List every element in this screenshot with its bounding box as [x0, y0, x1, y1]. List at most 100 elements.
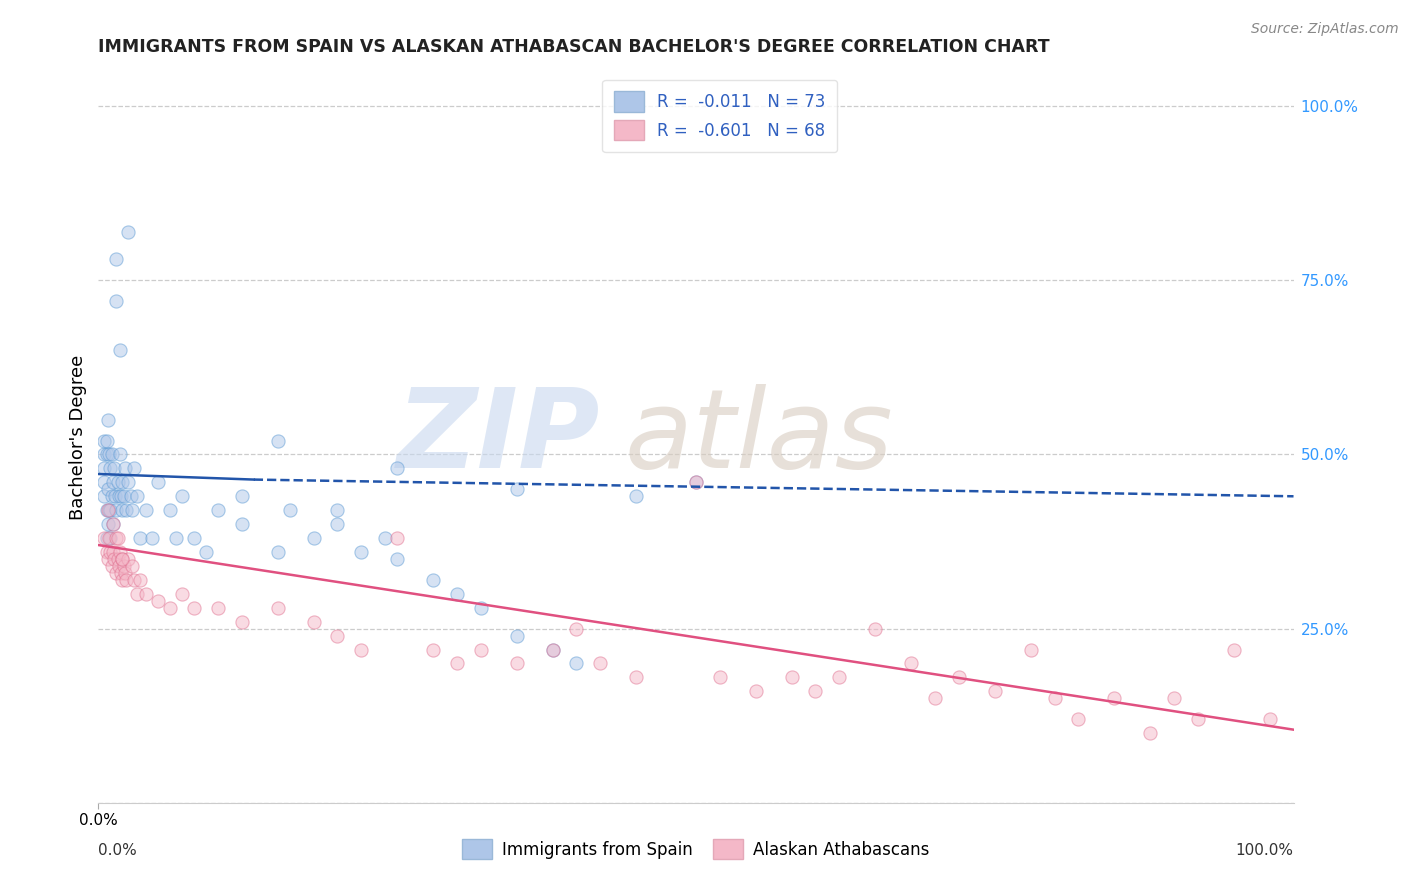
Point: [1187, 712, 1209, 726]
Point: [900, 657, 922, 671]
Point: [101, 517, 124, 532]
Point: [326, 629, 349, 643]
Point: [302, 615, 325, 629]
Point: [111, 573, 134, 587]
Point: [121, 503, 143, 517]
Point: [828, 670, 851, 684]
Point: [685, 475, 707, 490]
Point: [129, 573, 152, 587]
Point: [115, 573, 138, 587]
Point: [96, 545, 118, 559]
Point: [107, 531, 129, 545]
Point: [93, 475, 115, 490]
Point: [105, 503, 128, 517]
Point: [117, 552, 139, 566]
Point: [93, 461, 115, 475]
Point: [385, 552, 409, 566]
Point: [541, 642, 564, 657]
Point: [105, 566, 128, 580]
Point: [446, 587, 468, 601]
Point: [97, 503, 120, 517]
Point: [100, 558, 122, 573]
Point: [125, 489, 148, 503]
Point: [100, 448, 122, 462]
Point: [93, 434, 115, 448]
Point: [350, 545, 373, 559]
Point: [685, 475, 707, 490]
Point: [97, 517, 120, 532]
Point: [165, 531, 187, 545]
Point: [135, 587, 157, 601]
Point: [1223, 642, 1246, 657]
Point: [183, 531, 205, 545]
Point: [506, 483, 529, 497]
Point: [98, 448, 121, 462]
Point: [1139, 726, 1161, 740]
Point: [565, 657, 588, 671]
Point: [865, 622, 887, 636]
Point: [96, 503, 118, 517]
Text: 100.0%: 100.0%: [1236, 843, 1294, 858]
Point: [385, 531, 409, 545]
Point: [231, 615, 253, 629]
Point: [97, 552, 120, 566]
Point: [135, 503, 157, 517]
Point: [326, 517, 349, 532]
Point: [98, 531, 121, 545]
Point: [207, 600, 229, 615]
Point: [589, 657, 612, 671]
Point: [506, 657, 529, 671]
Point: [117, 475, 139, 490]
Text: 0.0%: 0.0%: [98, 843, 138, 858]
Point: [103, 461, 125, 475]
Text: Source: ZipAtlas.com: Source: ZipAtlas.com: [1251, 22, 1399, 37]
Point: [103, 552, 125, 566]
Point: [111, 503, 134, 517]
Point: [124, 461, 146, 475]
Point: [159, 503, 181, 517]
Point: [326, 503, 349, 517]
Point: [104, 489, 127, 503]
Point: [159, 600, 181, 615]
Point: [385, 461, 409, 475]
Point: [100, 489, 122, 503]
Point: [709, 670, 731, 684]
Point: [470, 642, 492, 657]
Point: [96, 531, 118, 545]
Point: [114, 461, 136, 475]
Point: [231, 489, 253, 503]
Point: [111, 475, 134, 490]
Point: [96, 434, 118, 448]
Point: [195, 545, 218, 559]
Point: [97, 412, 120, 426]
Point: [780, 670, 803, 684]
Point: [120, 489, 142, 503]
Point: [98, 503, 122, 517]
Point: [148, 475, 170, 490]
Point: [422, 642, 444, 657]
Point: [1067, 712, 1090, 726]
Point: [107, 558, 129, 573]
Point: [804, 684, 827, 698]
Point: [114, 566, 136, 580]
Point: [148, 594, 170, 608]
Point: [948, 670, 970, 684]
Text: ZIP: ZIP: [396, 384, 600, 491]
Point: [115, 503, 138, 517]
Point: [129, 531, 152, 545]
Point: [506, 629, 529, 643]
Point: [98, 461, 122, 475]
Point: [97, 483, 120, 497]
Point: [207, 503, 229, 517]
Point: [350, 642, 373, 657]
Point: [93, 531, 115, 545]
Point: [278, 503, 301, 517]
Point: [124, 573, 146, 587]
Point: [107, 489, 129, 503]
Point: [121, 558, 143, 573]
Point: [101, 517, 124, 532]
Point: [141, 531, 163, 545]
Point: [125, 587, 148, 601]
Legend: Immigrants from Spain, Alaskan Athabascans: Immigrants from Spain, Alaskan Athabasca…: [454, 830, 938, 868]
Point: [117, 225, 139, 239]
